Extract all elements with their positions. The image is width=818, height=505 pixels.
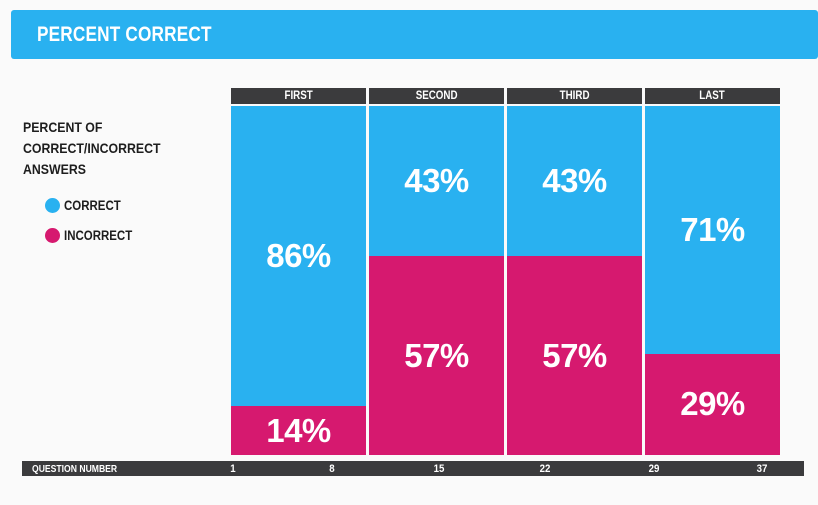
column-bars: 43% 57% xyxy=(369,106,504,455)
x-axis-label: QUESTION NUMBER xyxy=(32,462,118,475)
chart-column: THIRD 43% 57% xyxy=(507,88,642,455)
x-axis-tick: 37 xyxy=(756,462,768,475)
correct-segment: 43% xyxy=(369,106,504,257)
x-axis-tick: 22 xyxy=(539,462,551,475)
column-header-label: LAST xyxy=(699,90,726,102)
legend-item: INCORRECT xyxy=(45,227,144,243)
column-header-label: SECOND xyxy=(415,90,458,102)
segment-value-label: 71% xyxy=(680,210,745,248)
x-axis-tick: 8 xyxy=(328,462,335,475)
column-header: LAST xyxy=(645,88,780,104)
correct-segment: 71% xyxy=(645,106,780,354)
column-header: SECOND xyxy=(369,88,504,104)
page-title: PERCENT CORRECT xyxy=(37,22,212,46)
incorrect-segment: 14% xyxy=(231,406,366,455)
column-bars: 86% 14% xyxy=(231,106,366,455)
column-bars: 71% 29% xyxy=(645,106,780,455)
segment-value-label: 29% xyxy=(680,385,745,423)
stacked-bar-chart: FIRST 86% 14% SECOND 43% 57% THIRD xyxy=(231,88,780,455)
chart-column: SECOND 43% 57% xyxy=(369,88,504,455)
segment-value-label: 57% xyxy=(404,336,469,374)
segment-value-label: 86% xyxy=(266,237,331,275)
segment-value-label: 14% xyxy=(266,411,331,449)
legend-item-label: INCORRECT xyxy=(64,227,133,243)
incorrect-segment: 57% xyxy=(507,256,642,455)
column-header: THIRD xyxy=(507,88,642,104)
title-bar: PERCENT CORRECT xyxy=(11,10,818,59)
x-axis-tick: 1 xyxy=(230,462,236,475)
segment-value-label: 57% xyxy=(542,336,607,374)
segment-value-label: 43% xyxy=(404,162,469,200)
legend-item: CORRECT xyxy=(45,197,144,213)
correct-segment: 86% xyxy=(231,106,366,407)
column-header-label: FIRST xyxy=(284,90,313,102)
legend-color-dot-icon xyxy=(45,227,60,243)
chart-column: FIRST 86% 14% xyxy=(231,88,366,455)
column-bars: 43% 57% xyxy=(507,106,642,455)
x-axis-tick: 29 xyxy=(648,462,660,475)
column-header: FIRST xyxy=(231,88,366,104)
incorrect-segment: 57% xyxy=(369,256,504,455)
legend-caption-line: CORRECT/INCORRECT xyxy=(23,140,161,156)
legend-caption: PERCENT OF CORRECT/INCORRECT ANSWERS xyxy=(23,117,161,180)
x-axis-bar: QUESTION NUMBER 1 8 15 22 29 37 xyxy=(22,461,804,476)
incorrect-segment: 29% xyxy=(645,353,780,455)
legend-color-dot-icon xyxy=(45,197,60,213)
legend: CORRECT INCORRECT xyxy=(45,197,144,257)
legend-caption-line: PERCENT OF xyxy=(23,119,103,135)
segment-value-label: 43% xyxy=(542,162,607,200)
legend-item-label: CORRECT xyxy=(64,197,121,213)
legend-caption-line: ANSWERS xyxy=(23,161,86,177)
column-header-label: THIRD xyxy=(559,90,590,102)
chart-column: LAST 71% 29% xyxy=(645,88,780,455)
x-axis-tick: 15 xyxy=(433,462,445,475)
correct-segment: 43% xyxy=(507,106,642,257)
